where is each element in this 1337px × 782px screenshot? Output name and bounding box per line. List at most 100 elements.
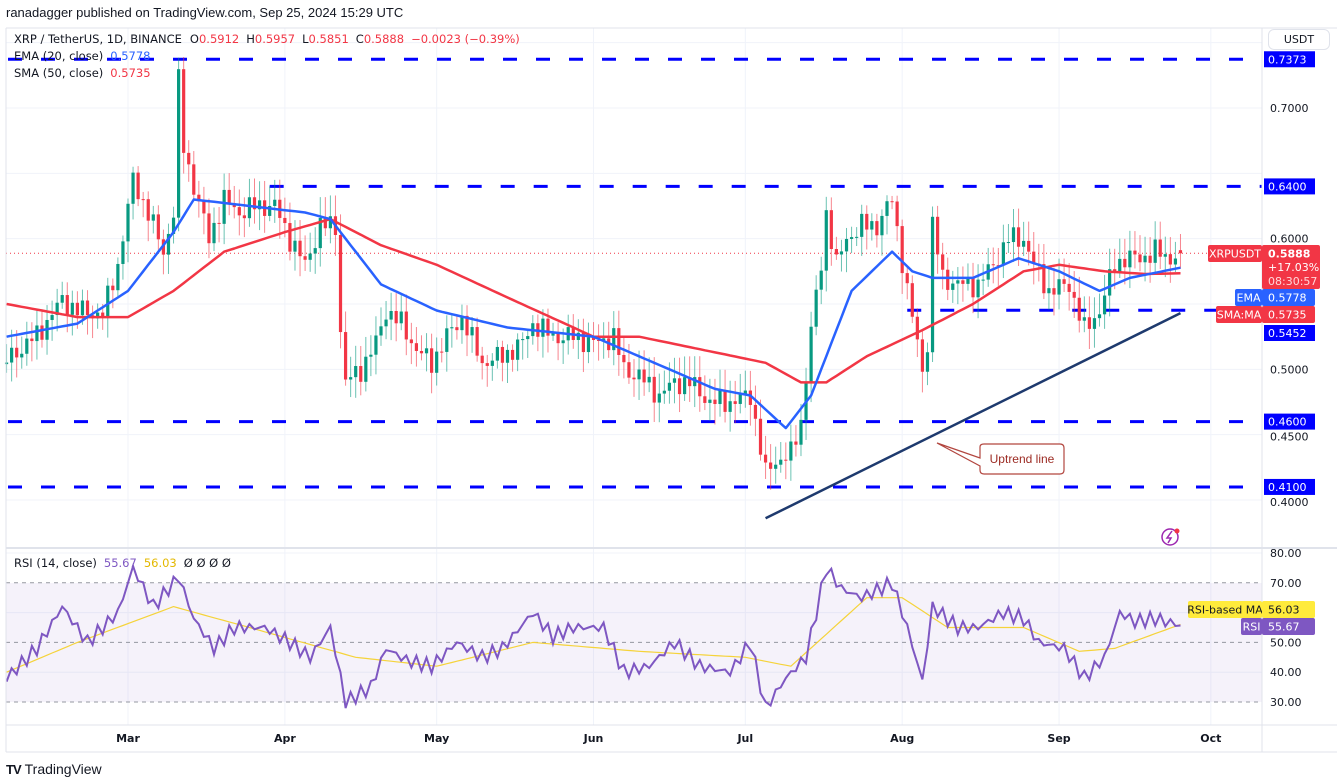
candle-body bbox=[505, 349, 510, 363]
candle-body bbox=[814, 289, 818, 327]
candle-body bbox=[1047, 288, 1051, 294]
axes: 0.7000 0.6000 0.5000 0.4500 0.4000 80.00 70.00… bbox=[5, 27, 1337, 753]
candle-body bbox=[55, 302, 59, 316]
candle-body bbox=[1178, 250, 1183, 254]
level-price-label: 0.4600 bbox=[1268, 416, 1307, 429]
uptrend-line bbox=[765, 312, 1182, 520]
candle-body bbox=[718, 390, 722, 405]
candle-body bbox=[20, 353, 24, 358]
ema-legend[interactable]: EMA (20, close) 0.5778 bbox=[14, 49, 151, 63]
candle-body bbox=[293, 240, 297, 252]
candle-body bbox=[1067, 283, 1071, 292]
candle-body bbox=[819, 270, 823, 290]
candle-body bbox=[207, 213, 211, 244]
candle-body bbox=[1158, 239, 1162, 257]
candle-body bbox=[1128, 250, 1132, 268]
level-price-label: 0.5452 bbox=[1268, 327, 1307, 340]
annotation-text: Uptrend line bbox=[990, 452, 1055, 466]
candle-body bbox=[247, 197, 252, 219]
lightning-icon[interactable] bbox=[1161, 528, 1180, 546]
candle-body bbox=[460, 315, 464, 331]
candle-body bbox=[627, 362, 631, 378]
price-tick-label: 0.4000 bbox=[1270, 496, 1309, 509]
candle-body bbox=[212, 222, 216, 244]
candle-body bbox=[80, 300, 85, 316]
candle-body bbox=[50, 315, 54, 320]
candle-body bbox=[389, 310, 393, 320]
candle-body bbox=[202, 201, 206, 214]
candle-body bbox=[379, 326, 383, 336]
tradingview-logo[interactable]: TV TradingView bbox=[6, 761, 102, 777]
candle-body bbox=[177, 69, 181, 218]
candle-body bbox=[693, 377, 697, 387]
candle-body bbox=[156, 214, 160, 240]
time-tick-label: Jul bbox=[736, 732, 753, 745]
candle-body bbox=[1087, 317, 1091, 329]
candle-body bbox=[1097, 314, 1102, 319]
candle-body bbox=[1052, 288, 1056, 295]
rsi-tick-label: 70.00 bbox=[1270, 577, 1302, 590]
candle-body bbox=[637, 369, 641, 380]
time-tick-label: Sep bbox=[1047, 732, 1070, 745]
candle-body bbox=[556, 333, 560, 344]
legend-row: XRP / TetherUS, 1D, BINANCE O0.5912 H0.595… bbox=[14, 32, 520, 46]
candle-body bbox=[703, 396, 707, 403]
rsi-tick-label: 80.00 bbox=[1270, 547, 1302, 560]
candle-body bbox=[890, 201, 894, 203]
candle-body bbox=[455, 327, 459, 331]
candle-body bbox=[632, 377, 636, 380]
candle-body bbox=[273, 199, 277, 206]
candle-body bbox=[136, 172, 140, 200]
rsi-legend[interactable]: RSI (14, close) 55.67 56.03 Ø Ø Ø Ø bbox=[14, 556, 231, 570]
time-tick-label: Apr bbox=[274, 732, 296, 745]
candle-body bbox=[546, 318, 550, 336]
candle-body bbox=[763, 454, 768, 463]
price-tick-label: 0.7000 bbox=[1270, 102, 1309, 115]
candle-body bbox=[257, 200, 262, 210]
candle-body bbox=[141, 199, 145, 201]
candle-body bbox=[1108, 269, 1112, 296]
candle-body bbox=[688, 377, 692, 387]
candle-body bbox=[338, 234, 343, 333]
candle-body bbox=[905, 273, 909, 284]
candle-body bbox=[409, 339, 413, 344]
candle-body bbox=[369, 354, 373, 357]
currency-unit-button[interactable]: USDT bbox=[1268, 29, 1330, 50]
candle-body bbox=[495, 346, 499, 361]
candle-body bbox=[450, 327, 454, 329]
candle-body bbox=[354, 366, 358, 378]
candle-body bbox=[237, 207, 241, 216]
candle-body bbox=[510, 349, 515, 360]
candle-body bbox=[1011, 227, 1016, 243]
candle-body bbox=[1138, 254, 1142, 263]
candle-body bbox=[951, 283, 955, 290]
uptrend-annotation[interactable]: Uptrend line bbox=[936, 442, 1065, 475]
ema-tag: EMA bbox=[1237, 292, 1261, 305]
level-price-tag bbox=[1264, 325, 1315, 341]
candle-body bbox=[885, 201, 889, 216]
candle-body bbox=[187, 152, 191, 165]
candle-body bbox=[860, 213, 864, 237]
candle-body bbox=[197, 194, 201, 202]
candle-body bbox=[946, 269, 950, 290]
candle-body bbox=[30, 338, 34, 342]
candle-body bbox=[865, 213, 869, 230]
candle-body bbox=[430, 348, 434, 373]
candle-body bbox=[915, 316, 919, 340]
sma-legend[interactable]: SMA (50, close) 0.5735 bbox=[14, 66, 151, 80]
candle-body bbox=[1042, 264, 1046, 294]
candle-body bbox=[85, 300, 90, 316]
candle-body bbox=[839, 251, 844, 255]
candle-body bbox=[146, 199, 150, 221]
candle-body bbox=[166, 233, 171, 255]
time-tick-label: Mar bbox=[116, 732, 140, 745]
candle-body bbox=[485, 363, 489, 366]
level-price-tag bbox=[1264, 478, 1315, 495]
candle-body bbox=[930, 216, 935, 353]
candle-body bbox=[222, 189, 226, 224]
candle-body bbox=[364, 356, 368, 382]
candle-body bbox=[647, 376, 651, 383]
candle-body bbox=[956, 280, 960, 284]
candle-body bbox=[526, 336, 530, 340]
